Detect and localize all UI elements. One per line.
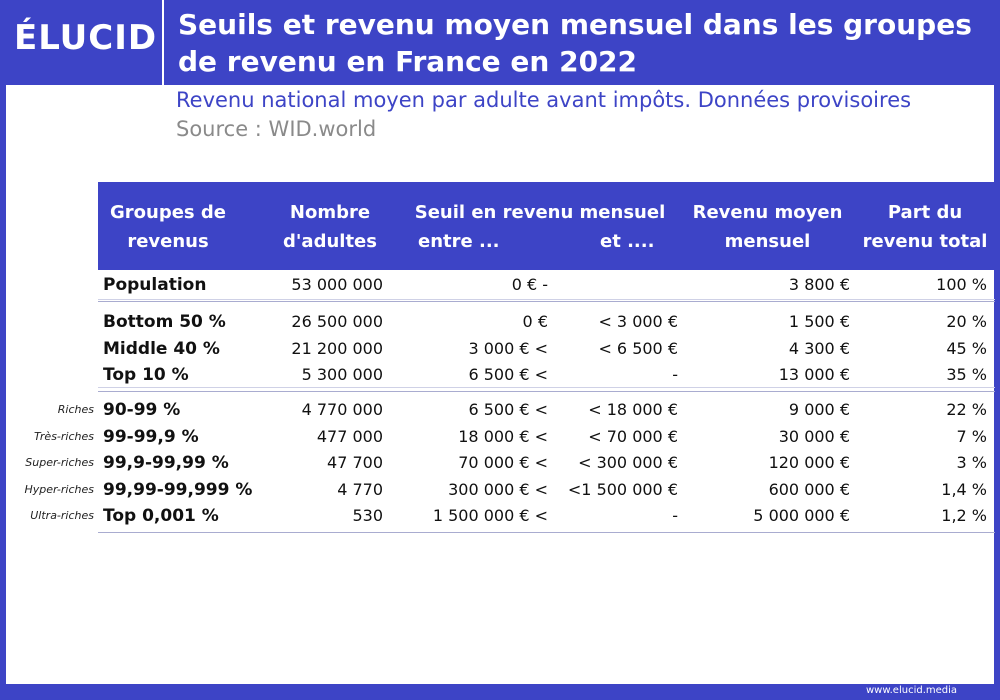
table-cell: < 18 000 € — [588, 400, 678, 419]
table-cell: < 6 500 € — [598, 338, 678, 358]
left-border — [0, 85, 6, 700]
table-cell: 477 000 — [316, 426, 383, 446]
table-cell: 45 % — [946, 338, 987, 358]
table-cell: 6 500 € < — [468, 365, 548, 384]
right-border — [994, 85, 1000, 700]
table-cell: 70 000 € < — [458, 453, 548, 472]
column-header: Part du revenu total — [862, 202, 988, 252]
table-cell: < 70 000 € — [588, 426, 678, 446]
column-header: Nombre d'adultes — [283, 202, 377, 252]
table-cell: 1 500 000 € < — [432, 506, 548, 525]
table-cell: 90-99 % — [103, 400, 181, 420]
table-cell: 35 % — [946, 365, 987, 384]
table-cell: 47 700 — [327, 453, 383, 472]
column-header: Revenu moyen mensuel — [692, 202, 843, 252]
table-cell: 99-99,9 % — [103, 426, 199, 447]
logo: ÉLUCID — [14, 18, 158, 58]
table-cell: 3 % — [956, 453, 987, 472]
table-cell: 1,4 % — [941, 479, 987, 499]
table-cell: Top 0,001 % — [103, 506, 219, 526]
source: Source : WID.world — [176, 117, 377, 141]
table-cell: 21 200 000 — [291, 338, 383, 358]
table-cell: Population — [103, 275, 207, 295]
column-header: et .... — [600, 231, 655, 252]
row-side-label: Ultra-riches — [30, 509, 94, 522]
table-cell: 600 000 € — [768, 479, 850, 499]
table-cell: - — [672, 506, 678, 525]
table-cell: < 300 000 € — [578, 453, 678, 472]
table-cell: 4 770 — [337, 479, 383, 499]
table-cell: 300 000 € < — [448, 479, 548, 499]
column-header: Seuil en revenu mensuel — [414, 202, 666, 223]
table-cell: 120 000 € — [768, 453, 850, 472]
footer-url: www.elucid.media — [866, 685, 958, 696]
table-cell: 1,2 % — [941, 506, 987, 525]
table-cell: 9 000 € — [788, 400, 850, 419]
table-cell: 100 % — [936, 275, 987, 294]
table-cell: 20 % — [946, 312, 987, 331]
table-cell: Bottom 50 % — [103, 312, 226, 332]
table-cell: 13 000 € — [778, 365, 850, 384]
column-header: Groupes de revenus — [110, 202, 226, 252]
separator — [98, 299, 995, 300]
table-cell: < 3 000 € — [598, 312, 678, 331]
separator — [98, 390, 995, 392]
row-side-label: Hyper-riches — [24, 482, 94, 496]
table-cell: 18 000 € < — [458, 426, 548, 446]
table-cell: 3 800 € — [788, 275, 850, 294]
separator — [98, 531, 995, 533]
bottom-band — [0, 684, 1000, 700]
table-cell: 5 300 000 — [301, 365, 383, 384]
title: Seuils et revenu moyen mensuel dans les … — [178, 8, 972, 78]
top-band — [0, 0, 1000, 85]
table-cell: 3 000 € < — [468, 338, 548, 358]
table-cell: 7 % — [956, 426, 987, 446]
table-cell: Middle 40 % — [103, 338, 220, 359]
table-cell: 5 000 000 € — [753, 506, 850, 525]
row-side-label: Très-riches — [34, 429, 94, 443]
table-cell: 22 % — [946, 400, 987, 419]
table-cell: 26 500 000 — [291, 312, 383, 331]
table-cell: 0 € — [522, 312, 548, 331]
table-cell: 4 770 000 — [301, 400, 383, 419]
table-cell: 4 300 € — [788, 338, 850, 358]
table-header — [98, 182, 995, 270]
table-cell: <1 500 000 € — [567, 479, 678, 499]
table-cell: 1 500 € — [788, 312, 850, 331]
table-cell: 6 500 € < — [468, 400, 548, 419]
separator — [98, 300, 995, 302]
table-cell: 530 — [352, 506, 383, 525]
table-cell: 0 € - — [511, 275, 548, 294]
table-cell: 99,99-99,999 % — [103, 479, 253, 500]
divider — [162, 0, 164, 85]
row-side-label: Riches — [57, 403, 94, 416]
table-cell: 99,9-99,99 % — [103, 453, 229, 473]
separator — [98, 387, 995, 388]
table-cell: 53 000 000 — [291, 275, 383, 294]
table-cell: 30 000 € — [778, 426, 850, 446]
subtitle: Revenu national moyen par adulte avant i… — [176, 88, 912, 112]
row-side-label: Super-riches — [25, 456, 94, 469]
column-header: entre ... — [418, 231, 500, 252]
table-cell: - — [672, 365, 678, 384]
table-cell: Top 10 % — [103, 365, 189, 385]
